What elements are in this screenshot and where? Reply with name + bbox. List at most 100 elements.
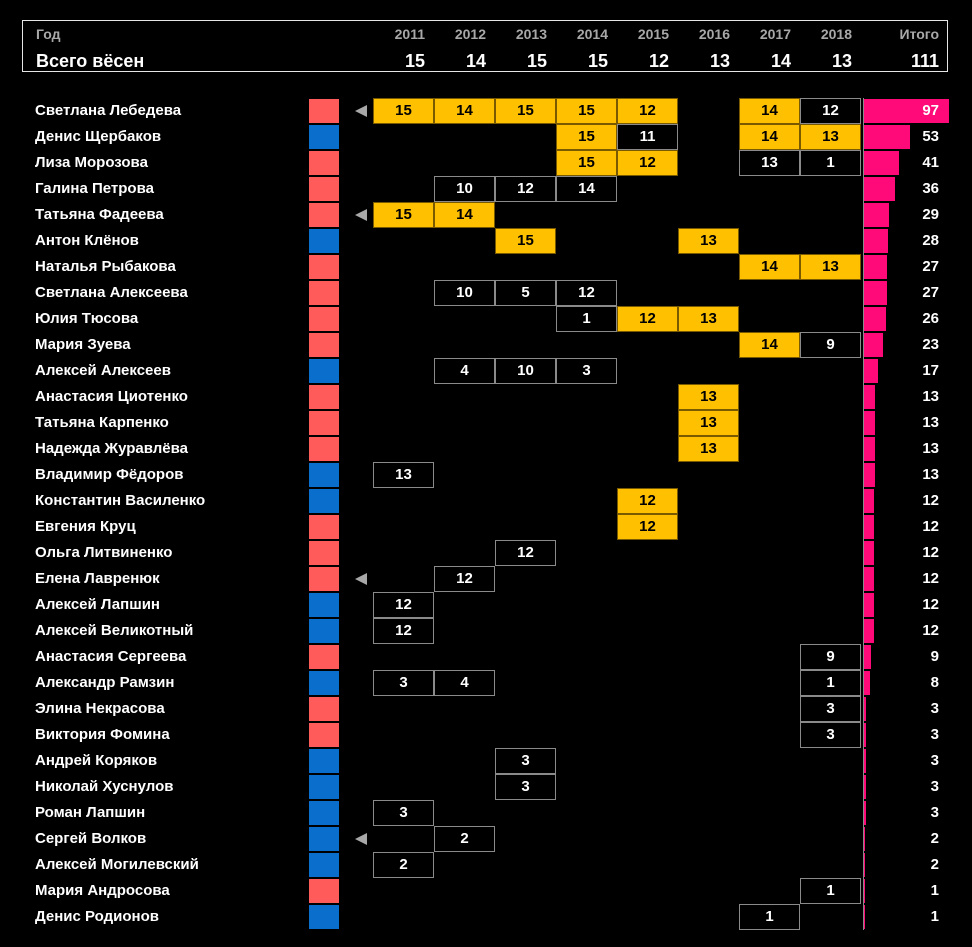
participant-name: Надежда Журавлёва [35,440,188,457]
total-value: 28 [863,228,949,254]
score-cell-2016: 13 [678,436,739,462]
score-cell-2017: 14 [739,124,800,150]
header-box: Год Всего вёсен Итого 111 2011 15 2012 14 20… [22,20,948,72]
participant-name: Алексей Лапшин [35,596,160,613]
score-cell-2014: 15 [556,124,617,150]
year-header-2015: 2015 [637,26,669,42]
score-cell-2012: 2 [434,826,495,852]
score-cell-2015: 11 [617,124,678,150]
participant-name: Анастасия Сергеева [35,648,187,665]
springs-count-2011: 15 [404,51,425,71]
total-bar [863,255,887,279]
total-bar [863,281,887,305]
score-cell-2017: 14 [739,254,800,280]
female-swatch [309,177,339,201]
score-cell-2011: 12 [373,592,434,618]
total-value: 53 [863,124,949,150]
male-swatch [309,749,339,773]
female-swatch [309,723,339,747]
score-cell-2018: 1 [800,670,861,696]
score-cell-2017: 1 [739,904,800,930]
male-swatch [309,671,339,695]
male-swatch [309,619,339,643]
year-header-2012: 2012 [454,26,486,42]
springs-count-2015: 12 [648,51,669,71]
springs-count-2012: 14 [465,51,486,71]
female-swatch [309,281,339,305]
female-swatch [309,697,339,721]
total-value: 3 [863,722,949,748]
male-swatch [309,229,339,253]
participant-name: Мария Андросова [35,882,170,899]
total-value: 12 [863,488,949,514]
total-value: 1 [863,904,949,930]
year-header-2013: 2013 [515,26,547,42]
score-cell-2015: 12 [617,514,678,540]
total-value: 3 [863,774,949,800]
participant-name: Алексей Алексеев [35,362,171,379]
total-value: 3 [863,748,949,774]
total-bar [863,905,865,929]
female-swatch [309,151,339,175]
total-bar [863,411,875,435]
total-value: 8 [863,670,949,696]
male-swatch [309,853,339,877]
total-value: 13 [863,410,949,436]
score-cell-2018: 1 [800,878,861,904]
score-cell-2012: 12 [434,566,495,592]
participant-name: Татьяна Карпенко [35,414,169,431]
score-cell-2018: 13 [800,124,861,150]
male-swatch [309,463,339,487]
female-swatch [309,437,339,461]
total-bar [863,515,874,539]
score-cell-2013: 3 [495,774,556,800]
participant-name: Мария Зуева [35,336,131,353]
score-cell-2011: 3 [373,670,434,696]
springs-count-2017: 14 [770,51,791,71]
score-cell-2012: 4 [434,358,495,384]
total-value: 29 [863,202,949,228]
total-bar [863,775,866,799]
total-value: 26 [863,306,949,332]
male-swatch [309,827,339,851]
year-header-2016: 2016 [698,26,730,42]
score-cell-2015: 12 [617,488,678,514]
total-value: 3 [863,800,949,826]
female-swatch [309,567,339,591]
year-header-2017: 2017 [759,26,791,42]
female-swatch [309,645,339,669]
total-bar [863,879,865,903]
participant-name: Елена Лавренюк [35,570,160,587]
participant-name: Константин Василенко [35,492,206,509]
score-cell-2013: 12 [495,176,556,202]
total-value: 41 [863,150,949,176]
score-cell-2011: 15 [373,98,434,124]
springs-count-2013: 15 [526,51,547,71]
female-swatch [309,333,339,357]
total-value: 9 [863,644,949,670]
participant-name: Денис Родионов [35,908,159,925]
score-cell-2011: 2 [373,852,434,878]
participant-name: Николай Хуснулов [35,778,174,795]
female-swatch [309,99,339,123]
score-cell-2017: 14 [739,98,800,124]
total-bar [863,697,866,721]
springs-count-2014: 15 [587,51,608,71]
score-cell-2018: 3 [800,696,861,722]
total-value: 1 [863,878,949,904]
participant-name: Алексей Могилевский [35,856,199,873]
male-swatch [309,593,339,617]
participant-name: Юлия Тюсова [35,310,139,327]
score-cell-2015: 12 [617,150,678,176]
male-swatch [309,359,339,383]
score-cell-2013: 3 [495,748,556,774]
female-swatch [309,411,339,435]
total-value: 23 [863,332,949,358]
participant-name: Виктория Фомина [35,726,170,743]
total-bar [863,359,878,383]
score-cell-2011: 3 [373,800,434,826]
score-cell-2017: 14 [739,332,800,358]
participant-name: Наталья Рыбакова [35,258,176,275]
score-cell-2014: 1 [556,306,617,332]
score-cell-2012: 10 [434,280,495,306]
